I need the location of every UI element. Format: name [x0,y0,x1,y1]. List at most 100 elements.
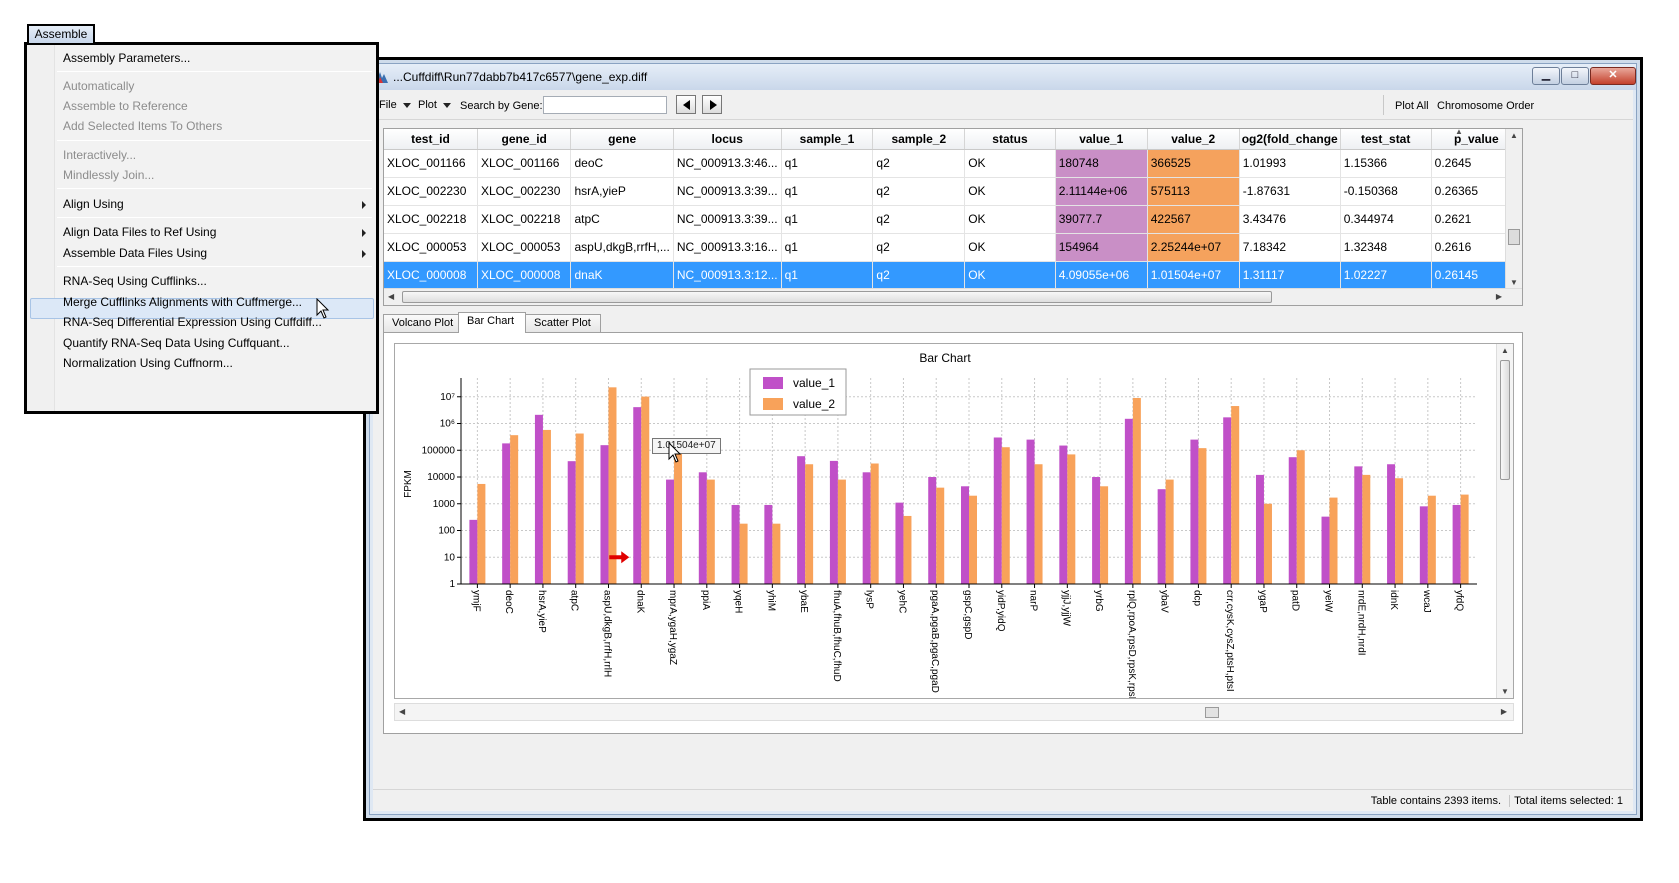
bar-value_2 [1198,448,1207,584]
legend-label: value_1 [793,376,835,390]
table-cell: OK [964,233,1056,262]
file-menu[interactable]: File [379,99,411,111]
menu-item-align-using[interactable]: Align Using [63,197,124,211]
bar-value_1 [1288,457,1297,584]
x-tick-label: lysP [864,590,875,609]
column-header[interactable]: value_2 [1147,129,1240,150]
menu-item-mindlessly-join[interactable]: Mindlessly Join... [63,168,155,182]
table-cell: NC_000913.3:46... [673,149,782,178]
scroll-thumb[interactable] [402,291,1272,303]
tab-scatter-plot[interactable]: Scatter Plot [525,314,601,332]
menu-item-assembly-parameters[interactable]: Assembly Parameters... [63,51,191,65]
table-cell: q1 [781,149,874,178]
assemble-menu-title[interactable]: Assemble [27,24,95,43]
annotation-arrow-icon [609,551,630,564]
table-row[interactable]: XLOC_001166 XLOC_001166 deoC NC_000913.3:46… [384,149,1522,178]
chart-horizontal-scrollbar[interactable]: ◀ ▶ [394,703,1514,721]
column-header[interactable]: gene [570,129,674,150]
menu-item-assemble-data-files[interactable]: Assemble Data Files Using [63,246,208,260]
search-input[interactable] [543,96,667,114]
table-cell: NC_000913.3:39... [673,177,782,206]
table-cell: XLOC_001166 [477,149,572,178]
menu-item-align-data-files[interactable]: Align Data Files to Ref Using [63,225,217,239]
table-row[interactable]: XLOC_002230 XLOC_002230 hsrA,yieP NC_000913… [384,177,1522,206]
table-horizontal-scrollbar[interactable]: ◀ ▶ [384,288,1522,305]
next-button[interactable] [702,95,722,114]
scroll-left-icon[interactable]: ◀ [399,707,406,716]
column-header[interactable]: p_value [1431,129,1522,150]
menu-item-differential-cuffdiff[interactable]: RNA-Seq Differential Expression Using Cu… [63,315,322,329]
menu-item-add-selected-items[interactable]: Add Selected Items To Others [63,119,223,133]
chart-frame: Bar Chart FPKM 1 10 100 1000 10000 100000 10⁶ 10⁷… [394,343,1514,699]
menu-item-assemble-to-reference[interactable]: Assemble to Reference [63,99,188,113]
window-client: File Plot Search by Gene: Plot All Chrom… [373,90,1633,811]
x-tick-label: dnaK [634,590,645,614]
scroll-right-icon[interactable]: ▶ [1495,292,1502,301]
table-cell: atpC [570,205,674,234]
column-header[interactable]: sample_1 [781,129,874,150]
scroll-thumb[interactable] [1205,707,1219,718]
maximize-button[interactable]: □ [1561,67,1589,85]
x-tick-label: narP [1028,590,1039,611]
table-row[interactable]: XLOC_000008 XLOC_000008 dnaK NC_000913.3:12… [384,261,1522,290]
chromosome-order-button[interactable]: Chromosome Order [1437,100,1535,112]
menu-item-automatically[interactable]: Automatically [63,79,135,93]
table-cell: OK [964,205,1056,234]
scroll-up-icon[interactable]: ▲ [1501,346,1509,355]
column-header[interactable]: og2(fold_change [1239,129,1341,150]
table-cell: XLOC_002218 [384,205,478,234]
data-table: test_id gene_id gene locus sample_1 sample_2 s… [384,129,1522,290]
previous-button[interactable] [676,95,696,114]
plot-menu[interactable]: Plot [418,99,451,111]
tab-bar-chart[interactable]: Bar Chart [458,312,526,333]
menu-item-interactively[interactable]: Interactively... [63,148,137,162]
scroll-down-icon[interactable]: ▼ [1501,687,1509,696]
bar-value_2 [1231,406,1240,584]
scroll-thumb[interactable] [1508,229,1520,245]
minimize-button[interactable]: ▁ [1532,67,1560,85]
table-row[interactable]: XLOC_002218 XLOC_002218 atpC NC_000913.3:39… [384,205,1522,234]
menu-item-rna-seq-cufflinks[interactable]: RNA-Seq Using Cufflinks... [63,274,207,288]
scroll-thumb[interactable] [1500,360,1510,480]
bar-value_2 [739,523,748,584]
results-table: test_id gene_id gene locus sample_1 sample_2 s… [383,128,1523,306]
file-menu-label: File [379,99,397,111]
menu-item-normalization-cuffnorm[interactable]: Normalization Using Cuffnorm... [63,356,233,370]
bar-value_2 [1329,497,1338,584]
column-header[interactable]: value_1 [1055,129,1148,150]
table-cell: XLOC_000053 [477,233,572,262]
close-button[interactable]: ✕ [1590,67,1636,85]
column-header[interactable]: sample_2 [872,129,966,150]
legend-label: value_2 [793,397,835,411]
mouse-pointer-icon [316,298,330,319]
table-row[interactable]: XLOC_000053 XLOC_000053 aspU,dkgB,rrfH,...… [384,233,1522,262]
menu-item-quantify-cuffquant[interactable]: Quantify RNA-Seq Data Using Cuffquant... [63,336,290,350]
chart-vertical-scrollbar[interactable]: ▲ ▼ [1496,344,1513,698]
table-cell: 1.31117 [1239,261,1341,290]
menu-item-merge-cuffmerge[interactable]: Merge Cufflinks Alignments with Cuffmerg… [63,295,302,309]
column-header[interactable]: test_stat [1340,129,1432,150]
table-cell: XLOC_000008 [477,261,572,290]
bar-value_2 [510,435,519,584]
x-tick-label: patD [1290,590,1301,611]
selected-count-status: Total items selected: 1 [1509,795,1623,807]
title-bar[interactable]: ...Cuffdiff\Run77dabb7b417c6577\gene_exp… [370,64,1636,90]
column-header[interactable]: locus [673,129,782,150]
tab-volcano-plot[interactable]: Volcano Plot [383,314,459,332]
scroll-up-icon[interactable]: ▲ [1510,131,1518,140]
bar-value_2 [674,450,683,584]
bar-value_2 [772,523,781,584]
scroll-down-icon[interactable]: ▼ [1510,278,1518,287]
table-cell: -0.150368 [1340,177,1432,206]
scroll-left-icon[interactable]: ◀ [388,292,395,301]
table-cell: 422567 [1147,205,1240,234]
column-header[interactable]: test_id [384,129,478,150]
column-header[interactable]: status [964,129,1056,150]
scroll-right-icon[interactable]: ▶ [1500,707,1507,716]
bar-value_1 [1223,417,1232,584]
item-count-status: Table contains 2393 items. [1370,795,1501,807]
column-header[interactable]: gene_id [477,129,572,150]
plot-all-button[interactable]: Plot All [1395,100,1429,112]
arrow-left-icon [683,100,690,110]
table-vertical-scrollbar[interactable]: ▲ ▼ [1505,129,1522,289]
